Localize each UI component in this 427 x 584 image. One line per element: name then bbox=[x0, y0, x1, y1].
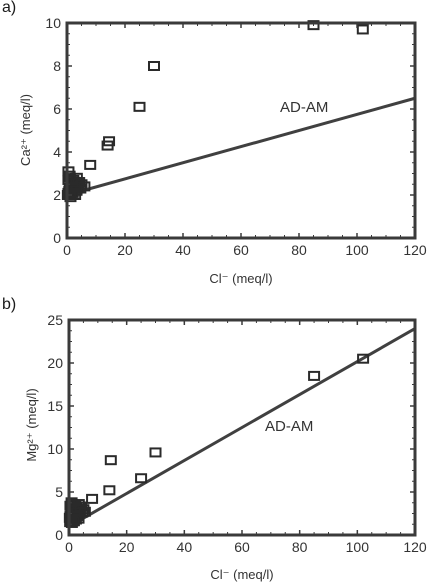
y-tick-label: 15 bbox=[47, 398, 63, 414]
ticks-layer: 0 20 40 60 80 100 120 0 2 4 6 8 10 bbox=[45, 15, 426, 258]
mixing-line bbox=[66, 96, 416, 197]
mixing-line bbox=[68, 327, 416, 528]
x-tick-label: 100 bbox=[346, 539, 370, 555]
x-tick-label: 120 bbox=[403, 539, 427, 555]
x-tick-label: 20 bbox=[119, 539, 135, 555]
plot-frame bbox=[65, 21, 417, 240]
x-axis-label: Cl⁻ (meq/l) bbox=[210, 567, 273, 582]
panel-label: a) bbox=[2, 0, 16, 16]
y-tick-label: 4 bbox=[53, 144, 61, 160]
data-point bbox=[356, 24, 369, 35]
y-tick-label: 6 bbox=[53, 101, 61, 117]
x-tick-label: 40 bbox=[177, 539, 193, 555]
data-point bbox=[308, 370, 321, 381]
y-tick-label: 5 bbox=[55, 484, 63, 500]
line-label: AD-AM bbox=[265, 418, 313, 435]
x-axis-label: Cl⁻ (meq/l) bbox=[209, 271, 272, 286]
data-point bbox=[357, 353, 370, 364]
y-tick-label: 0 bbox=[55, 527, 63, 543]
y-tick-label: 10 bbox=[45, 15, 61, 31]
data-point bbox=[149, 447, 162, 458]
data-point bbox=[86, 493, 99, 504]
data-point bbox=[133, 101, 146, 112]
y-tick-label: 0 bbox=[53, 230, 61, 246]
marks-layer: AD-AM bbox=[63, 327, 416, 528]
x-tick-label: 80 bbox=[291, 242, 307, 258]
x-tick-label: 40 bbox=[175, 242, 191, 258]
data-point bbox=[103, 485, 116, 496]
y-axis-label: Mg²⁺ (meq/l) bbox=[24, 388, 39, 461]
x-tick-label: 60 bbox=[233, 242, 249, 258]
data-point bbox=[69, 514, 82, 525]
y-tick-label: 10 bbox=[47, 441, 63, 457]
data-point bbox=[307, 20, 320, 31]
x-tick-label: 0 bbox=[63, 242, 71, 258]
data-point bbox=[78, 181, 91, 192]
x-tick-label: 120 bbox=[403, 242, 427, 258]
data-point bbox=[148, 61, 160, 71]
data-point bbox=[135, 473, 148, 484]
y-tick-label: 8 bbox=[53, 58, 61, 74]
line-label: AD-AM bbox=[280, 99, 328, 116]
data-point bbox=[103, 136, 116, 147]
data-point bbox=[78, 506, 91, 517]
x-tick-label: 0 bbox=[65, 539, 73, 555]
x-tick-label: 100 bbox=[345, 242, 369, 258]
y-tick-label: 20 bbox=[47, 355, 63, 371]
x-tick-label: 20 bbox=[117, 242, 133, 258]
x-tick-label: 60 bbox=[234, 539, 250, 555]
chart-panel-a: a) AD-AM 0 20 40 60 80 100 120 0 2 4 6 8 10 Cl⁻ (meq… bbox=[2, 0, 427, 286]
ticks-layer: 0 20 40 60 80 100 120 0 5 10 15 20 25 bbox=[47, 312, 426, 555]
chart-panel-b: b) AD-AM 0 20 40 60 80 100 120 0 5 10 15 20 25 Cl⁻ (… bbox=[2, 296, 427, 582]
panel-label: b) bbox=[2, 296, 16, 313]
x-tick-label: 80 bbox=[292, 539, 308, 555]
data-point bbox=[104, 455, 117, 466]
y-tick-label: 25 bbox=[47, 312, 63, 328]
data-point bbox=[72, 499, 85, 510]
marks-layer: AD-AM bbox=[61, 20, 416, 203]
y-axis-label: Ca²⁺ (meq/l) bbox=[18, 94, 33, 166]
y-tick-label: 2 bbox=[53, 187, 61, 203]
data-point bbox=[65, 497, 78, 508]
data-point bbox=[84, 159, 97, 170]
